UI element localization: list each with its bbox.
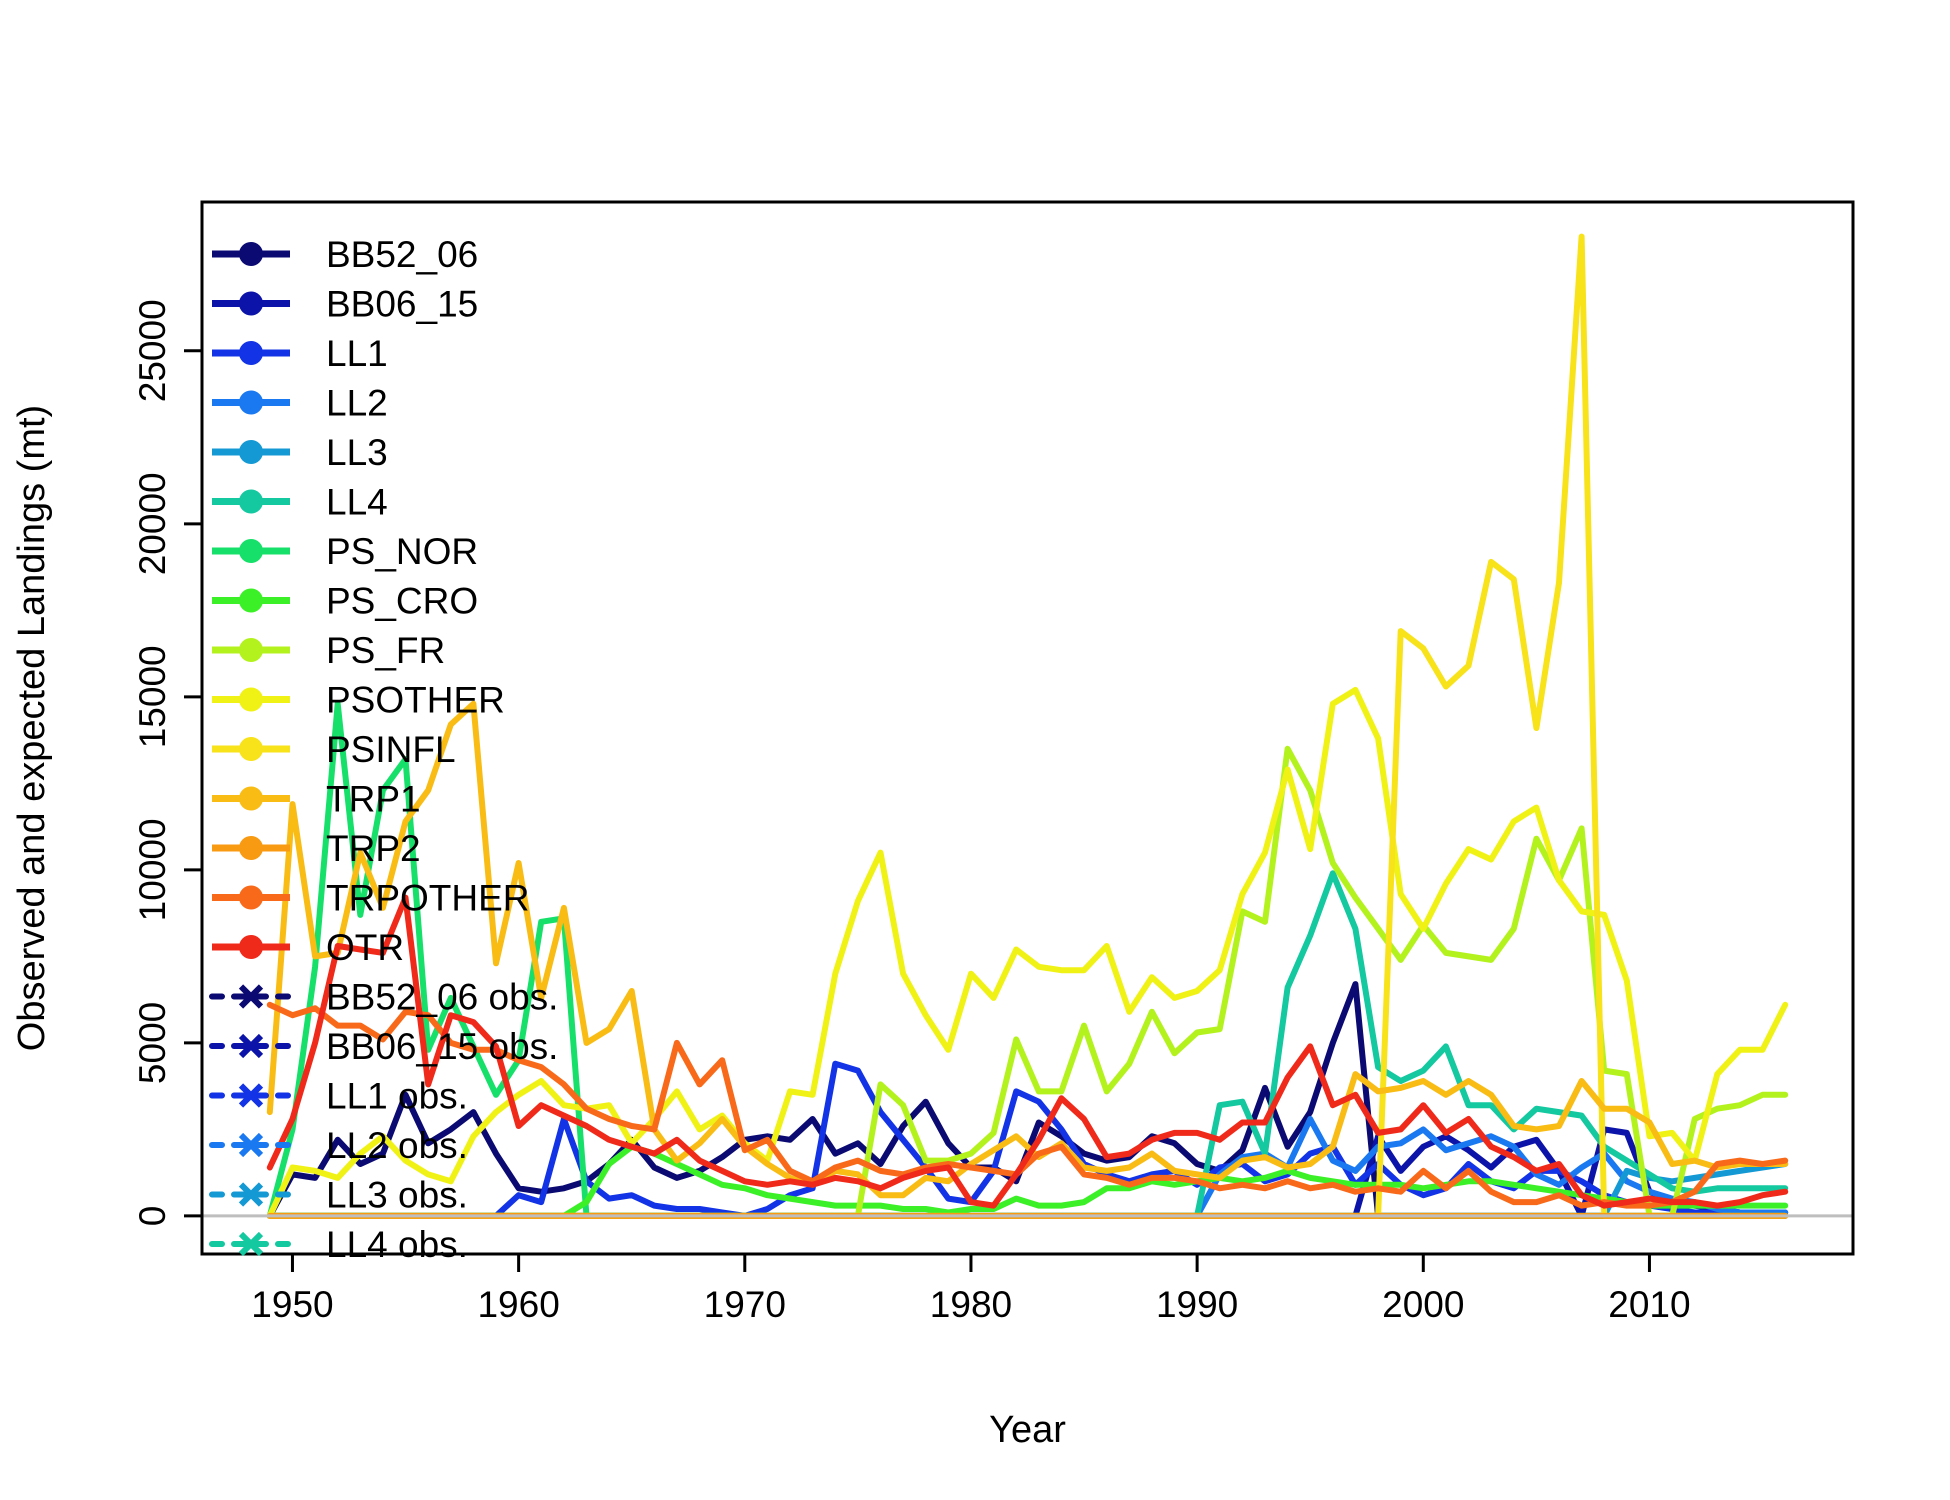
legend-swatch-cross bbox=[238, 1182, 264, 1207]
legend-label: LL4 obs. bbox=[326, 1224, 468, 1265]
x-tick-label: 1950 bbox=[251, 1284, 333, 1325]
legend-swatch-dot bbox=[239, 489, 263, 514]
legend-swatch-dot bbox=[239, 440, 263, 464]
legend-entry: LL4 obs. bbox=[209, 1224, 468, 1265]
legend-label: LL4 bbox=[326, 482, 388, 523]
legend-swatch-cross bbox=[238, 1083, 264, 1108]
legend-entry: PSINFL bbox=[212, 729, 456, 770]
legend-entry: PS_CRO bbox=[212, 581, 478, 622]
x-axis: 1950 1960 1970 1980 1990 2000 2010 bbox=[251, 1252, 1691, 1325]
legend-entry: BB06_15 obs. bbox=[209, 1026, 558, 1067]
legend-label: TRPOTHER bbox=[326, 878, 530, 919]
y-tick-label: 5000 bbox=[132, 1002, 173, 1084]
x-axis-label: Year bbox=[989, 1409, 1066, 1451]
y-tick-label: 20000 bbox=[132, 472, 173, 575]
legend-entry: PS_NOR bbox=[212, 531, 478, 572]
legend-entry: LL1 bbox=[212, 333, 388, 374]
legend-swatch-dot bbox=[239, 786, 263, 811]
legend-label: LL2 obs. bbox=[326, 1125, 468, 1166]
legend: BB52_06 BB06_15 LL1 LL2 LL3 LL4 PS_NOR PS_CRO PS… bbox=[209, 234, 558, 1265]
legend-label: LL1 bbox=[326, 333, 388, 374]
legend-entry: BB52_06 bbox=[212, 234, 478, 275]
legend-entry: PS_FR bbox=[212, 630, 445, 671]
x-tick-label: 1980 bbox=[930, 1284, 1012, 1325]
y-tick-label: 10000 bbox=[132, 818, 173, 921]
y-tick-label: 25000 bbox=[132, 299, 173, 402]
legend-swatch-dot bbox=[239, 242, 263, 266]
legend-swatch-dot bbox=[239, 885, 263, 910]
series-line-psother bbox=[266, 686, 1789, 1219]
legend-label: PSOTHER bbox=[326, 680, 505, 721]
legend-swatch-cross bbox=[238, 1231, 264, 1257]
legend-label: BB52_06 obs. bbox=[326, 977, 558, 1018]
legend-label: TRP1 bbox=[326, 779, 421, 820]
series-line-otr bbox=[266, 894, 1789, 1209]
legend-entry: LL3 obs. bbox=[209, 1175, 468, 1216]
legend-entry: BB52_06 obs. bbox=[209, 977, 558, 1018]
legend-swatch-cross bbox=[238, 984, 264, 1009]
legend-label: LL1 obs. bbox=[326, 1076, 468, 1117]
legend-entry: LL2 bbox=[212, 383, 388, 424]
legend-swatch-dot bbox=[239, 291, 263, 316]
legend-label: PSINFL bbox=[326, 729, 456, 770]
legend-swatch-dot bbox=[239, 588, 263, 613]
legend-swatch-cross bbox=[238, 1033, 264, 1059]
x-tick-label: 1990 bbox=[1156, 1284, 1238, 1325]
legend-label: BB52_06 bbox=[326, 234, 478, 275]
legend-swatch-dot bbox=[239, 341, 263, 365]
legend-entry: BB06_15 bbox=[212, 284, 478, 325]
y-axis-label: Observed and expected Landings (mt) bbox=[11, 405, 53, 1051]
legend-swatch-dot bbox=[239, 687, 263, 712]
series-line-trpother bbox=[266, 1001, 1789, 1209]
legend-swatch-dot bbox=[239, 390, 263, 415]
legend-entry: LL1 obs. bbox=[209, 1076, 468, 1117]
legend-label: PS_FR bbox=[326, 630, 445, 671]
legend-label: PS_CRO bbox=[326, 581, 478, 622]
legend-label: LL3 obs. bbox=[326, 1175, 468, 1216]
legend-entry: TRP2 bbox=[212, 828, 421, 869]
legend-swatch-dot bbox=[239, 539, 263, 563]
y-tick-label: 0 bbox=[132, 1206, 173, 1227]
legend-entry: PSOTHER bbox=[212, 680, 505, 721]
legend-label: BB06_15 obs. bbox=[326, 1026, 558, 1067]
legend-label: TRP2 bbox=[326, 828, 421, 869]
legend-entry: LL3 bbox=[212, 432, 388, 473]
series-layer bbox=[266, 233, 1789, 1219]
legend-entry: TRPOTHER bbox=[212, 878, 530, 919]
legend-entry: OTR bbox=[212, 927, 404, 968]
legend-swatch-dot bbox=[239, 836, 263, 860]
legend-swatch-cross bbox=[238, 1132, 264, 1158]
legend-label: PS_NOR bbox=[326, 531, 478, 572]
x-tick-label: 2010 bbox=[1608, 1284, 1690, 1325]
legend-entry: LL2 obs. bbox=[209, 1125, 468, 1166]
legend-swatch-dot bbox=[239, 737, 263, 761]
legend-label: BB06_15 bbox=[326, 284, 478, 325]
legend-entry: LL4 bbox=[212, 482, 388, 523]
legend-swatch-dot bbox=[239, 638, 263, 662]
series-line-trp1 bbox=[266, 700, 1789, 1199]
legend-label: LL3 bbox=[326, 432, 388, 473]
x-tick-label: 1960 bbox=[477, 1284, 559, 1325]
legend-label: OTR bbox=[326, 927, 404, 968]
legend-entry: TRP1 bbox=[212, 779, 421, 820]
legend-swatch-dot bbox=[239, 935, 263, 959]
y-axis: 0 5000 10000 15000 20000 25000 bbox=[132, 299, 204, 1227]
y-tick-label: 15000 bbox=[132, 645, 173, 748]
x-tick-label: 1970 bbox=[704, 1284, 786, 1325]
legend-label: LL2 bbox=[326, 383, 388, 424]
x-tick-label: 2000 bbox=[1382, 1284, 1464, 1325]
